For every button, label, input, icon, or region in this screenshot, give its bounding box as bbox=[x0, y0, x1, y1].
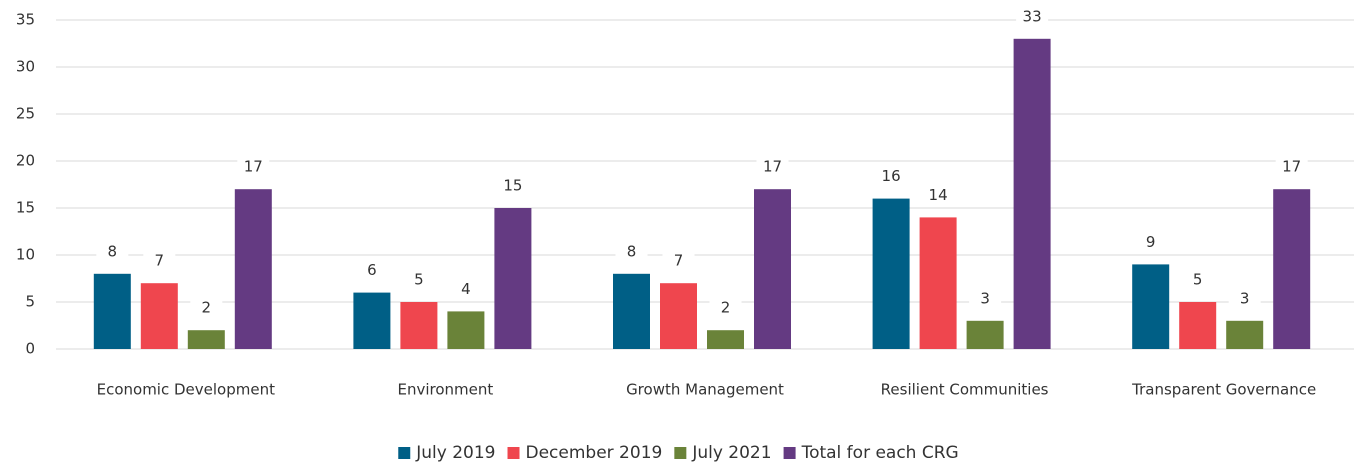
bar bbox=[707, 330, 744, 349]
legend-label: July 2021 bbox=[691, 443, 771, 463]
data-label-bg bbox=[449, 278, 482, 301]
data-label-bg bbox=[496, 175, 529, 197]
data-label: 2 bbox=[202, 299, 212, 317]
data-label: 6 bbox=[367, 261, 377, 279]
data-label: 8 bbox=[627, 242, 637, 260]
y-tick-label: 35 bbox=[16, 11, 35, 29]
legend-label: July 2019 bbox=[415, 443, 495, 463]
bar bbox=[966, 320, 1004, 349]
data-label: 3 bbox=[1240, 289, 1250, 307]
bar bbox=[1273, 189, 1311, 349]
y-tick-label: 5 bbox=[25, 293, 35, 311]
data-label: 2 bbox=[721, 299, 731, 317]
data-label: 7 bbox=[674, 252, 684, 270]
data-label-bg bbox=[1228, 287, 1261, 310]
data-label-bg bbox=[875, 165, 908, 188]
data-label: 16 bbox=[882, 167, 901, 185]
y-tick-label: 20 bbox=[16, 152, 35, 170]
y-tick-label: 10 bbox=[16, 246, 35, 264]
data-label-bg bbox=[1134, 231, 1167, 254]
bar bbox=[660, 283, 697, 349]
data-label: 33 bbox=[1023, 7, 1042, 25]
legend-swatch bbox=[783, 447, 796, 459]
bar bbox=[447, 311, 485, 349]
bar bbox=[187, 330, 225, 349]
data-label: 8 bbox=[108, 242, 118, 260]
data-label: 17 bbox=[1282, 158, 1301, 176]
data-label: 7 bbox=[155, 252, 165, 270]
legend-swatch bbox=[674, 447, 687, 459]
bar bbox=[353, 292, 391, 349]
data-label-bg bbox=[756, 156, 789, 179]
data-label-bg bbox=[662, 250, 695, 273]
data-label: 5 bbox=[1193, 271, 1203, 289]
data-label-bg bbox=[402, 269, 435, 291]
bar bbox=[919, 217, 957, 349]
bar bbox=[93, 273, 131, 349]
data-label-bg bbox=[969, 287, 1002, 310]
bar bbox=[140, 283, 178, 349]
data-label: 9 bbox=[1146, 233, 1156, 251]
data-label-bg bbox=[190, 297, 223, 320]
data-label-bg bbox=[237, 156, 270, 179]
data-label: 15 bbox=[503, 177, 522, 195]
bar bbox=[234, 189, 272, 349]
legend-label: Total for each CRG bbox=[801, 443, 959, 463]
data-label: 14 bbox=[929, 186, 948, 204]
legend-swatch bbox=[507, 447, 520, 459]
bar bbox=[872, 198, 910, 349]
data-label-bg bbox=[96, 240, 129, 263]
legend-label: December 2019 bbox=[526, 443, 663, 463]
y-tick-label: 30 bbox=[16, 58, 35, 76]
data-label-bg bbox=[1181, 269, 1214, 291]
bar bbox=[754, 189, 791, 349]
data-label-bg bbox=[615, 240, 648, 263]
y-tick-label: 25 bbox=[16, 105, 35, 123]
bar bbox=[613, 273, 650, 349]
bar bbox=[494, 208, 532, 349]
bar bbox=[1013, 38, 1051, 350]
data-label: 17 bbox=[763, 158, 782, 176]
legend-swatch bbox=[398, 447, 411, 459]
x-tick-label: Growth Management bbox=[626, 381, 784, 399]
x-tick-label: Environment bbox=[398, 381, 494, 399]
bar bbox=[400, 302, 438, 349]
data-label-bg bbox=[709, 297, 742, 320]
data-label-bg bbox=[355, 259, 388, 282]
x-tick-label: Resilient Communities bbox=[881, 381, 1049, 399]
data-label: 5 bbox=[414, 271, 424, 289]
data-label-bg bbox=[143, 250, 176, 273]
data-label-bg bbox=[1016, 5, 1049, 28]
data-label-bg bbox=[922, 184, 955, 207]
bar bbox=[1226, 320, 1264, 349]
data-label: 4 bbox=[461, 280, 471, 298]
y-tick-label: 15 bbox=[16, 199, 35, 217]
bar bbox=[1132, 264, 1170, 349]
data-label: 3 bbox=[980, 289, 990, 307]
data-label: 17 bbox=[244, 158, 263, 176]
x-tick-label: Economic Development bbox=[97, 381, 275, 399]
bar bbox=[1179, 302, 1217, 349]
x-tick-label: Transparent Governance bbox=[1131, 381, 1316, 399]
y-tick-label: 0 bbox=[25, 340, 35, 358]
data-label-bg bbox=[1275, 156, 1308, 179]
